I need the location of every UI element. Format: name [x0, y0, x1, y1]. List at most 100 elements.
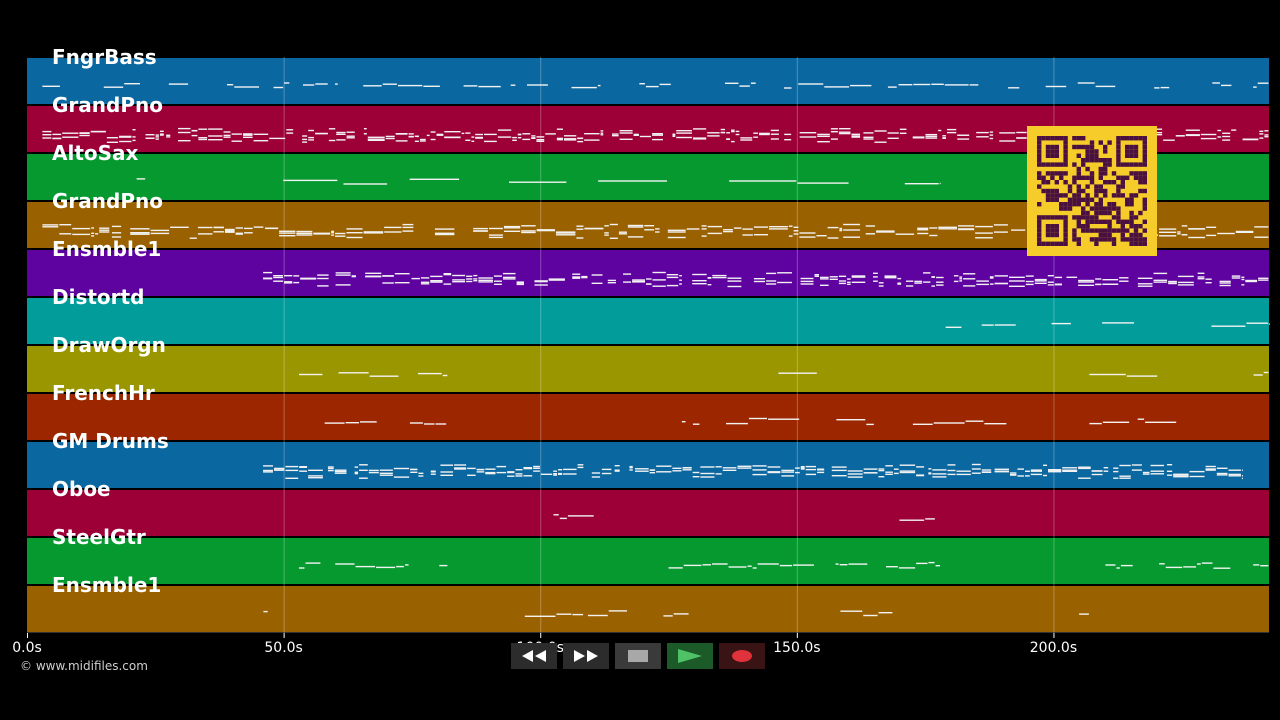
note [360, 421, 377, 423]
note [758, 132, 770, 135]
note [1062, 469, 1078, 471]
note [899, 464, 916, 466]
note [178, 131, 191, 134]
note [645, 85, 659, 88]
note [800, 468, 805, 470]
note [726, 422, 748, 425]
note [1045, 85, 1067, 88]
stop-button[interactable] [615, 643, 661, 669]
note [253, 226, 264, 228]
note [981, 471, 992, 473]
note [1142, 473, 1150, 475]
note [633, 133, 639, 136]
note [639, 83, 645, 85]
note [778, 372, 817, 374]
note [999, 132, 1016, 134]
note [676, 136, 692, 139]
note [559, 517, 567, 520]
note [946, 128, 957, 131]
note [473, 274, 478, 277]
note [1095, 278, 1102, 280]
note [1078, 284, 1095, 286]
note [1126, 375, 1158, 377]
note [132, 139, 136, 142]
note [600, 134, 604, 136]
note [354, 472, 359, 475]
note [770, 138, 779, 140]
note [1048, 471, 1062, 473]
note [800, 277, 814, 280]
note [336, 131, 346, 134]
note [843, 223, 861, 226]
note [346, 137, 355, 139]
note [965, 420, 984, 422]
note [851, 135, 861, 137]
note [244, 232, 253, 234]
note [130, 228, 150, 230]
note [273, 280, 283, 282]
note [989, 277, 994, 279]
note [299, 567, 305, 569]
note [170, 226, 189, 228]
note [502, 272, 516, 275]
note [805, 468, 816, 471]
note [731, 130, 735, 133]
note [722, 469, 737, 471]
note [536, 229, 555, 232]
note [384, 231, 402, 233]
note [847, 281, 851, 283]
note [571, 86, 597, 89]
note [863, 132, 874, 134]
note [166, 136, 171, 138]
note [581, 275, 588, 278]
track-label: Ensmble1 [52, 573, 162, 597]
note [1205, 469, 1216, 471]
note [473, 227, 488, 230]
note [931, 285, 936, 287]
note [1259, 130, 1264, 132]
note [932, 476, 947, 478]
track-label: FngrBass [52, 45, 157, 69]
note [284, 281, 293, 283]
note [308, 129, 314, 132]
note [702, 564, 711, 566]
note [1217, 129, 1222, 132]
note [1150, 473, 1165, 475]
note [159, 134, 164, 136]
fast-forward-button[interactable] [563, 643, 609, 669]
note [1212, 82, 1220, 84]
note [397, 84, 423, 87]
note [969, 84, 979, 86]
rewind-button[interactable] [511, 643, 557, 669]
note [475, 133, 484, 136]
note [1264, 136, 1269, 138]
note [368, 471, 379, 474]
note [363, 85, 382, 87]
note [111, 225, 122, 228]
note [667, 229, 686, 231]
note [512, 139, 517, 141]
note [556, 139, 563, 141]
track-label: SteelGtr [52, 525, 146, 549]
note [683, 564, 702, 567]
note [931, 276, 936, 278]
note [994, 468, 1010, 470]
note [850, 84, 872, 87]
note [682, 467, 692, 469]
note [800, 467, 805, 469]
note [827, 237, 839, 239]
note [601, 472, 612, 475]
note [878, 285, 884, 287]
track-notes [263, 610, 1089, 617]
note [607, 279, 616, 282]
note [742, 234, 753, 236]
qr-code-icon[interactable] [1027, 126, 1157, 256]
play-button[interactable] [667, 643, 713, 669]
record-button[interactable] [719, 643, 765, 669]
note [345, 422, 360, 424]
note [208, 139, 223, 141]
note [556, 613, 572, 615]
note [753, 280, 766, 283]
note [1254, 236, 1269, 238]
note [863, 138, 874, 140]
